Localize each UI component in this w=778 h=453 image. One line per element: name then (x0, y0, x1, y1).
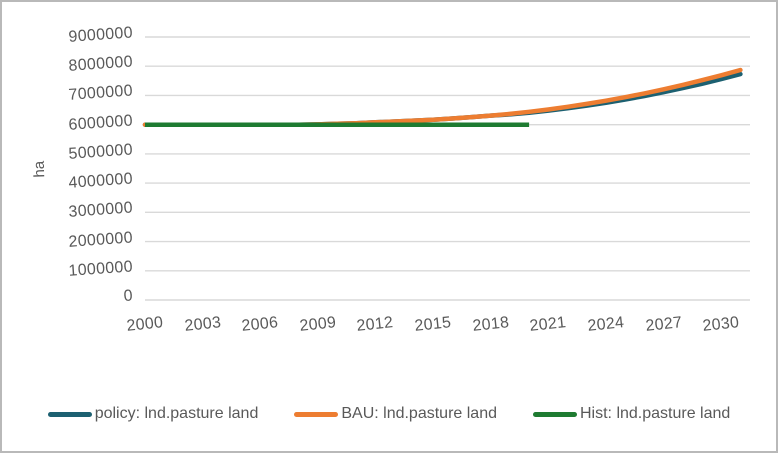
legend: policy: lnd.pasture land BAU: lnd.pasture… (2, 405, 776, 423)
legend-item: policy: lnd.pasture land (47, 405, 259, 423)
legend-line-marker (533, 411, 577, 417)
legend-label: BAU: lnd.pasture land (341, 405, 497, 422)
legend-item: Hist: lnd.pasture land (533, 405, 730, 423)
series-line-bau (142, 67, 743, 127)
legend-item: BAU: lnd.pasture land (294, 405, 497, 423)
legend-label: policy: lnd.pasture land (94, 405, 259, 422)
legend-line-marker (294, 411, 339, 417)
legend-label: Hist: lnd.pasture land (580, 405, 731, 422)
legend-line-marker (47, 411, 92, 417)
